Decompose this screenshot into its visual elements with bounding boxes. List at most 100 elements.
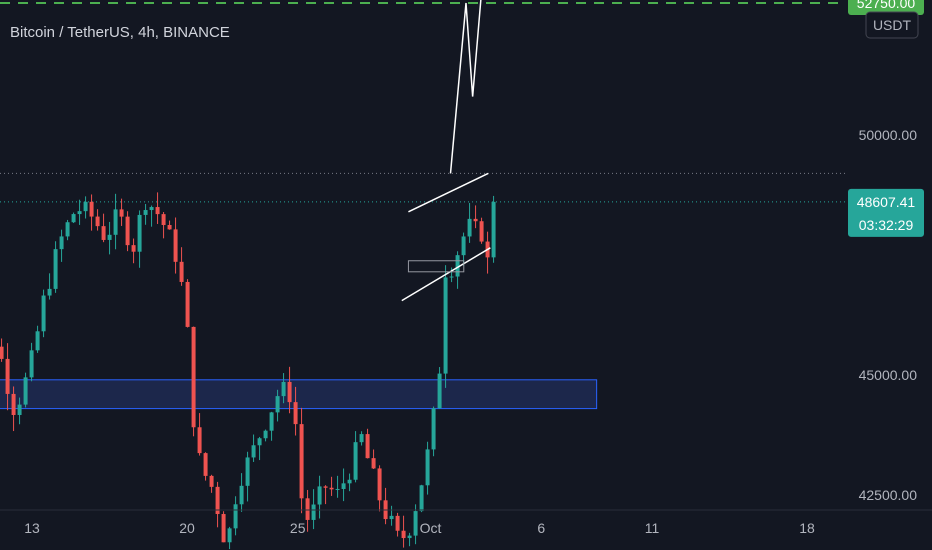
candle-body xyxy=(281,381,286,397)
candle-body xyxy=(185,281,190,327)
candle-body xyxy=(77,211,82,215)
drawings-layer xyxy=(401,0,491,302)
candle-body xyxy=(245,457,250,486)
candle-body xyxy=(395,515,400,531)
y-tick-label: 45000.00 xyxy=(859,367,918,383)
candle-body xyxy=(293,402,298,425)
candle-body xyxy=(437,373,442,409)
last-price-label: 48607.41 xyxy=(857,194,916,210)
channel-lower-line xyxy=(401,247,491,302)
x-tick-label: 11 xyxy=(645,520,660,536)
candle-body xyxy=(125,216,130,246)
candle-body xyxy=(83,201,88,212)
level-price-tag xyxy=(848,0,924,15)
candle-body xyxy=(47,288,52,296)
x-tick-label: 20 xyxy=(179,520,195,536)
y-tick-label: 42500.00 xyxy=(859,487,918,503)
chart-title: Bitcoin / TetherUS, 4h, BINANCE xyxy=(10,24,230,41)
candle-body xyxy=(371,458,376,469)
candle-body xyxy=(335,488,340,490)
candle-body xyxy=(71,214,76,223)
x-tick-label: 18 xyxy=(799,520,815,536)
candle-body xyxy=(11,393,16,415)
candle-body xyxy=(221,514,226,543)
candle-body xyxy=(479,221,484,242)
candle-body xyxy=(461,236,466,256)
candle-body xyxy=(65,222,70,237)
candle-body xyxy=(413,511,418,536)
candle-body xyxy=(467,218,472,237)
candle-body xyxy=(251,445,256,458)
candle-body xyxy=(263,430,268,439)
candle-body xyxy=(53,249,58,289)
candle-body xyxy=(119,209,124,217)
candle-body xyxy=(149,207,154,211)
candle-body xyxy=(359,434,364,443)
candle-body xyxy=(23,377,28,405)
channel-upper-line xyxy=(408,172,489,213)
candle-body xyxy=(365,434,370,459)
candle-body xyxy=(389,515,394,520)
candle-body xyxy=(323,486,328,488)
candle-body xyxy=(491,201,496,258)
candle-body xyxy=(173,229,178,262)
candle-body xyxy=(341,483,346,489)
candle-body xyxy=(419,485,424,512)
candle-body xyxy=(317,486,322,505)
candle-body xyxy=(155,207,160,215)
candle-body xyxy=(329,487,334,490)
candle-body xyxy=(431,408,436,450)
candle-body xyxy=(287,381,292,403)
candle-body xyxy=(137,214,142,252)
candle-body xyxy=(239,485,244,505)
candle-body xyxy=(167,225,172,230)
candle-body xyxy=(401,530,406,539)
candle-body xyxy=(203,453,208,476)
x-tick-label: Oct xyxy=(420,520,442,536)
candle-body xyxy=(425,449,430,486)
candle-body xyxy=(107,234,112,240)
candle-body xyxy=(95,216,100,227)
candle-body xyxy=(473,218,478,222)
levels-layer xyxy=(0,2,845,203)
candle-body xyxy=(455,255,460,277)
candle-body xyxy=(347,479,352,484)
candle-body xyxy=(407,535,412,539)
support-zone-layer xyxy=(0,379,598,410)
candle-body xyxy=(35,331,40,351)
candle-body xyxy=(101,226,106,240)
candle-body xyxy=(233,504,238,529)
candle-body xyxy=(227,528,232,543)
candle-body xyxy=(41,295,46,332)
candle-body xyxy=(377,468,382,501)
candle-body xyxy=(131,245,136,252)
currency-button[interactable]: USDT xyxy=(865,11,919,39)
candle-body xyxy=(191,326,196,428)
candles-layer xyxy=(0,192,496,550)
currency-label: USDT xyxy=(873,17,912,33)
y-tick-label: 50000.00 xyxy=(859,127,918,143)
axes-layer: 132025Oct6111842500.0045000.0050000.0055… xyxy=(0,0,932,536)
candle-body xyxy=(269,412,274,431)
candle-body xyxy=(143,210,148,215)
candle-body xyxy=(59,236,64,250)
level-price-label: 52750.00 xyxy=(857,0,916,11)
candle-body xyxy=(299,424,304,499)
candle-body xyxy=(449,276,454,278)
candle-countdown-label: 03:32:29 xyxy=(859,217,914,233)
candle-body xyxy=(209,475,214,487)
candle-body xyxy=(197,427,202,454)
candle-body xyxy=(215,486,220,515)
projection-arrow xyxy=(449,0,482,174)
candle-body xyxy=(0,346,4,359)
support-zone xyxy=(0,379,598,410)
candle-body xyxy=(305,498,310,520)
candle-body xyxy=(113,209,118,235)
x-tick-label: 6 xyxy=(537,520,545,536)
candle-body xyxy=(5,358,10,394)
candle-body xyxy=(17,404,22,415)
candle-body xyxy=(443,277,448,374)
